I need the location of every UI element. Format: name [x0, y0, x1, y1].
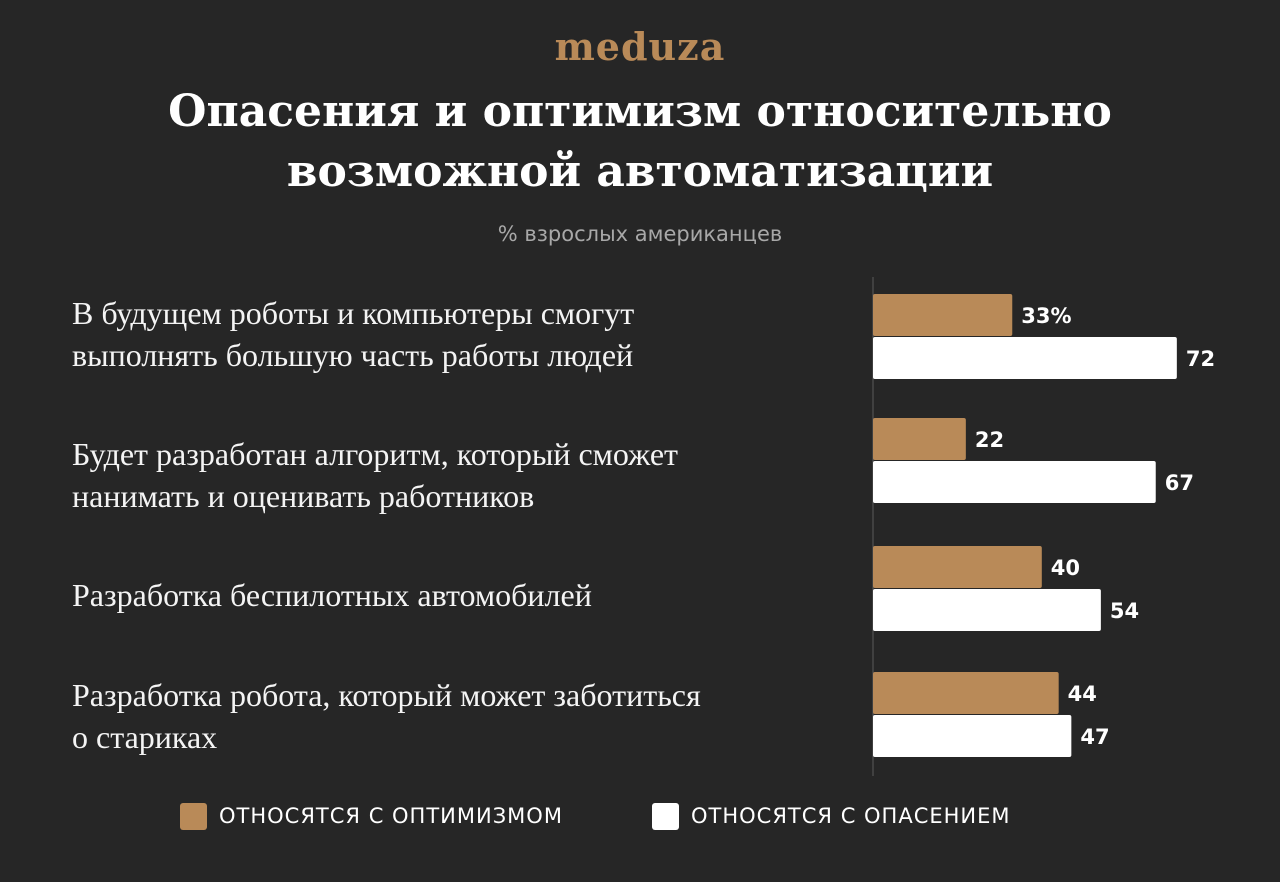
category-label-4: Разработка робота, который может заботит…: [72, 674, 852, 758]
chart-title: Опасения и оптимизм относительно возможн…: [0, 82, 1280, 202]
meduza-logo: meduza: [554, 24, 726, 69]
bar-optimism-2: [873, 418, 966, 460]
legend-label-fear: ОТНОСЯТСЯ С ОПАСЕНИЕМ: [691, 804, 1011, 828]
chart-title-line-1: Опасения и оптимизм относительно: [168, 86, 1112, 137]
category-label-2: Будет разработан алгоритм, который сможе…: [72, 433, 852, 517]
legend-item-fear: ОТНОСЯТСЯ С ОПАСЕНИЕМ: [652, 800, 1011, 832]
category-label-2-line-2: нанимать и оценивать работников: [72, 478, 535, 514]
category-label-1-line-1: В будущем роботы и компьютеры смогут: [72, 295, 635, 331]
bar-fear-4: [873, 715, 1072, 757]
legend-swatch-optimism: [180, 802, 207, 830]
bar-fear-2: [873, 461, 1156, 503]
legend-item-optimism: ОТНОСЯТСЯ С ОПТИМИЗМОМ: [180, 800, 563, 832]
category-label-1-line-2: выполнять большую часть работы людей: [72, 337, 634, 373]
bar-optimism-1: [873, 294, 1013, 336]
chart-title-line-2: возможной автоматизации: [286, 146, 994, 197]
bar-optimism-3: [873, 546, 1042, 588]
value-label-fear-4: 47: [1080, 725, 1109, 749]
value-label-optimism-2: 22: [975, 428, 1004, 452]
value-label-fear-1: 72: [1186, 347, 1215, 371]
legend-label-optimism: ОТНОСЯТСЯ С ОПТИМИЗМОМ: [219, 804, 563, 828]
value-label-fear-2: 67: [1165, 471, 1194, 495]
value-label-optimism-4: 44: [1068, 682, 1097, 706]
category-label-4-line-2: о стариках: [72, 719, 218, 755]
category-label-2-line-1: Будет разработан алгоритм, который сможе…: [72, 436, 678, 472]
value-label-optimism-3: 40: [1051, 556, 1080, 580]
value-label-optimism-1: 33%: [1021, 304, 1071, 328]
bar-fear-3: [873, 589, 1101, 631]
category-label-1: В будущем роботы и компьютеры смогут вып…: [72, 292, 852, 376]
category-label-3-line-1: Разработка беспилотных автомобилей: [72, 577, 592, 613]
legend-swatch-fear: [652, 802, 679, 830]
bar-fear-1: [873, 337, 1177, 379]
chart-subtitle: % взрослых американцев: [497, 222, 783, 246]
category-label-3: Разработка беспилотных автомобилей: [72, 574, 852, 616]
category-label-4-line-1: Разработка робота, который может заботит…: [72, 677, 701, 713]
value-label-fear-3: 54: [1110, 599, 1139, 623]
bar-optimism-4: [873, 672, 1059, 714]
